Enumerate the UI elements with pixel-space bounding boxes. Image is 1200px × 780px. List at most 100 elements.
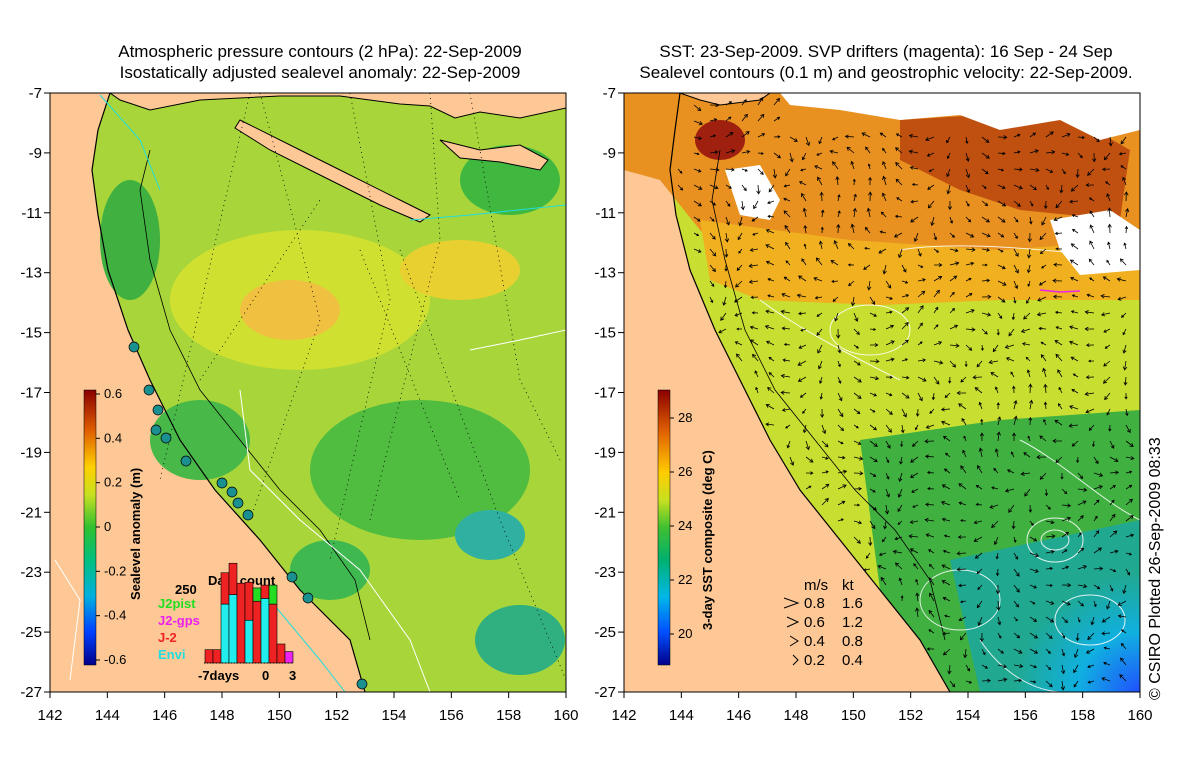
velocity-arrow <box>965 293 973 298</box>
left-isobath <box>99 94 161 191</box>
velocity-arrow <box>725 101 733 106</box>
velocity-arrow <box>949 232 955 238</box>
velocity-arrow <box>749 339 759 346</box>
velocity-arrow <box>734 312 743 317</box>
velocity-arrow <box>885 424 892 433</box>
velocity-arrow <box>892 549 903 554</box>
velocity-arrow <box>1070 310 1079 314</box>
velocity-arrow <box>1069 199 1079 204</box>
velocity-arrow <box>869 408 876 413</box>
velocity-arrow <box>863 568 871 572</box>
velocity-arrow <box>1125 440 1134 447</box>
velocity-arrow <box>1092 440 1095 448</box>
velocity-arrow <box>1120 136 1127 145</box>
velocity-arrow <box>1061 532 1070 538</box>
velocity-arrow <box>1013 184 1023 190</box>
velocity-arrow <box>1101 616 1111 623</box>
velocity-arrow <box>911 183 919 187</box>
velocity-arrow <box>1093 530 1100 538</box>
left-map[interactable] <box>49 92 567 693</box>
left-y-tick-label: -7 <box>29 85 42 102</box>
velocity-arrow <box>1077 616 1081 623</box>
velocity-arrow <box>963 435 967 442</box>
velocity-arrow <box>725 132 734 138</box>
velocity-arrow <box>1109 499 1115 506</box>
velocity-arrow <box>956 567 967 572</box>
data-count-axis-zero: 0 <box>262 668 269 683</box>
velocity-arrow <box>1101 677 1111 682</box>
velocity-arrow <box>709 184 719 190</box>
right-cloud-cover <box>780 93 1140 140</box>
velocity-arrow <box>833 239 839 250</box>
velocity-legend-header-ms: m/s <box>804 577 828 594</box>
velocity-arrow <box>1085 408 1095 414</box>
velocity-arrow <box>1085 375 1095 380</box>
velocity-arrow <box>1039 472 1047 480</box>
velocity-arrow <box>1054 310 1063 315</box>
velocity-arrow <box>898 248 903 259</box>
velocity-arrow <box>1122 328 1127 336</box>
velocity-arrow <box>799 392 807 398</box>
velocity-arrow <box>865 552 871 559</box>
velocity-arrow <box>973 536 983 542</box>
velocity-arrow <box>1006 469 1015 474</box>
velocity-arrow <box>1121 312 1127 318</box>
velocity-arrow <box>929 408 935 414</box>
velocity-arrow <box>965 309 975 314</box>
velocity-arrow <box>941 484 951 490</box>
velocity-arrow <box>801 258 807 266</box>
velocity-arrow <box>1059 184 1064 194</box>
velocity-legend-arrow <box>792 654 799 666</box>
velocity-arrow <box>814 165 823 170</box>
velocity-arrow <box>677 168 683 174</box>
velocity-arrow <box>802 207 807 218</box>
velocity-arrow <box>1077 532 1082 538</box>
velocity-arrow <box>879 230 887 234</box>
velocity-arrow <box>926 152 935 157</box>
velocity-arrow <box>1020 328 1031 333</box>
velocity-arrow <box>1040 341 1047 346</box>
velocity-arrow <box>1039 232 1047 241</box>
velocity-arrow <box>1086 293 1095 298</box>
velocity-arrow <box>1013 632 1021 639</box>
velocity-arrow <box>1124 392 1128 400</box>
velocity-arrow <box>709 150 719 155</box>
data-count-bar-green <box>252 587 262 602</box>
velocity-arrow <box>1061 132 1071 138</box>
velocity-arrow <box>1013 232 1018 239</box>
velocity-arrow <box>1044 488 1049 497</box>
velocity-arrow <box>869 296 876 305</box>
velocity-arrow <box>882 536 887 543</box>
velocity-arrow <box>1103 152 1111 161</box>
velocity-arrow <box>805 485 812 490</box>
velocity-arrow <box>940 407 951 412</box>
velocity-arrow <box>693 248 702 253</box>
velocity-arrow <box>944 452 951 458</box>
velocity-arrow <box>1037 296 1047 302</box>
velocity-arrow <box>1109 568 1117 573</box>
velocity-legend-kt: 0.8 <box>842 633 863 650</box>
velocity-arrow <box>924 517 935 523</box>
velocity-arrow <box>741 168 748 172</box>
velocity-arrow <box>885 310 893 314</box>
velocity-arrow <box>1088 424 1095 431</box>
left-title-line2: Isostatically adjusted sealevel anomaly:… <box>119 63 521 82</box>
velocity-arrow <box>1106 259 1111 266</box>
velocity-arrow <box>844 134 855 139</box>
velocity-arrow <box>947 664 952 675</box>
velocity-arrow <box>1075 168 1080 179</box>
velocity-arrow <box>1005 357 1015 362</box>
velocity-arrow <box>1054 231 1063 236</box>
velocity-legend-ms: 0.8 <box>804 595 825 612</box>
left-reef-contour <box>139 149 371 641</box>
right-map[interactable] <box>623 92 1141 693</box>
velocity-arrow <box>900 595 904 602</box>
left-colorbar-tick-label: -0.6 <box>104 652 126 667</box>
velocity-arrow <box>869 456 878 463</box>
data-count-bar-red <box>236 582 246 664</box>
velocity-arrow <box>819 376 823 384</box>
left-title-line1: Atmospheric pressure contours (2 hPa): 2… <box>118 42 522 61</box>
data-count-legend-j2pist: J2pist <box>158 596 196 611</box>
velocity-arrow <box>1042 367 1047 378</box>
velocity-arrow <box>997 664 1008 669</box>
